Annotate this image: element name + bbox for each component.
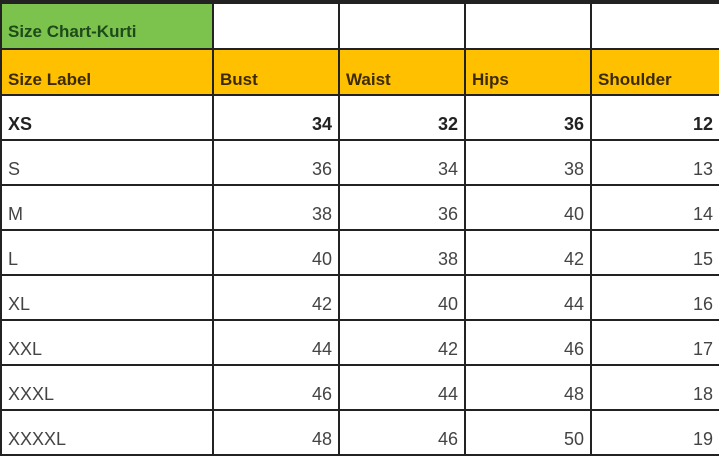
measurement-cell[interactable]: 36 [464, 94, 592, 141]
measurement-cell[interactable]: 44 [338, 364, 466, 411]
measurement-cell[interactable]: 46 [338, 409, 466, 456]
table-row: XXXXL 48 46 50 19 [0, 409, 719, 456]
measurement-cell[interactable]: 38 [464, 139, 592, 186]
measurement-cell[interactable]: 48 [212, 409, 340, 456]
measurement-cell[interactable]: 38 [338, 229, 466, 276]
measurement-cell[interactable]: 36 [338, 184, 466, 231]
measurement-cell[interactable]: 19 [590, 409, 719, 456]
table-title[interactable]: Size Chart-Kurti [0, 0, 214, 50]
empty-cell[interactable] [590, 0, 719, 50]
header-bust[interactable]: Bust [212, 48, 340, 96]
header-row: Size Label Bust Waist Hips Shoulder [0, 48, 719, 96]
size-label-cell[interactable]: XL [0, 274, 214, 321]
header-waist[interactable]: Waist [338, 48, 466, 96]
header-hips[interactable]: Hips [464, 48, 592, 96]
size-label-cell[interactable]: XS [0, 94, 214, 141]
size-label-cell[interactable]: XXXL [0, 364, 214, 411]
measurement-cell[interactable]: 42 [212, 274, 340, 321]
measurement-cell[interactable]: 50 [464, 409, 592, 456]
measurement-cell[interactable]: 42 [338, 319, 466, 366]
size-label-cell[interactable]: S [0, 139, 214, 186]
size-label-cell[interactable]: L [0, 229, 214, 276]
measurement-cell[interactable]: 42 [464, 229, 592, 276]
measurement-cell[interactable]: 46 [212, 364, 340, 411]
size-label-cell[interactable]: XXXXL [0, 409, 214, 456]
measurement-cell[interactable]: 46 [464, 319, 592, 366]
size-label-cell[interactable]: M [0, 184, 214, 231]
measurement-cell[interactable]: 17 [590, 319, 719, 366]
measurement-cell[interactable]: 34 [338, 139, 466, 186]
measurement-cell[interactable]: 44 [212, 319, 340, 366]
measurement-cell[interactable]: 48 [464, 364, 592, 411]
table-row: M 38 36 40 14 [0, 184, 719, 231]
empty-cell[interactable] [212, 0, 340, 50]
table-row: XL 42 40 44 16 [0, 274, 719, 321]
empty-cell[interactable] [464, 0, 592, 50]
measurement-cell[interactable]: 34 [212, 94, 340, 141]
measurement-cell[interactable]: 13 [590, 139, 719, 186]
size-label-cell[interactable]: XXL [0, 319, 214, 366]
measurement-cell[interactable]: 40 [212, 229, 340, 276]
header-shoulder[interactable]: Shoulder [590, 48, 719, 96]
empty-cell[interactable] [338, 0, 466, 50]
table-row: XXL 44 42 46 17 [0, 319, 719, 366]
table-row: S 36 34 38 13 [0, 139, 719, 186]
measurement-cell[interactable]: 32 [338, 94, 466, 141]
measurement-cell[interactable]: 36 [212, 139, 340, 186]
measurement-cell[interactable]: 40 [464, 184, 592, 231]
measurement-cell[interactable]: 16 [590, 274, 719, 321]
measurement-cell[interactable]: 44 [464, 274, 592, 321]
measurement-cell[interactable]: 18 [590, 364, 719, 411]
table-row: XS 34 32 36 12 [0, 94, 719, 141]
title-row: Size Chart-Kurti [0, 0, 719, 50]
table-row: L 40 38 42 15 [0, 229, 719, 276]
measurement-cell[interactable]: 40 [338, 274, 466, 321]
header-size-label[interactable]: Size Label [0, 48, 214, 96]
measurement-cell[interactable]: 12 [590, 94, 719, 141]
measurement-cell[interactable]: 38 [212, 184, 340, 231]
measurement-cell[interactable]: 15 [590, 229, 719, 276]
table-row: XXXL 46 44 48 18 [0, 364, 719, 411]
measurement-cell[interactable]: 14 [590, 184, 719, 231]
